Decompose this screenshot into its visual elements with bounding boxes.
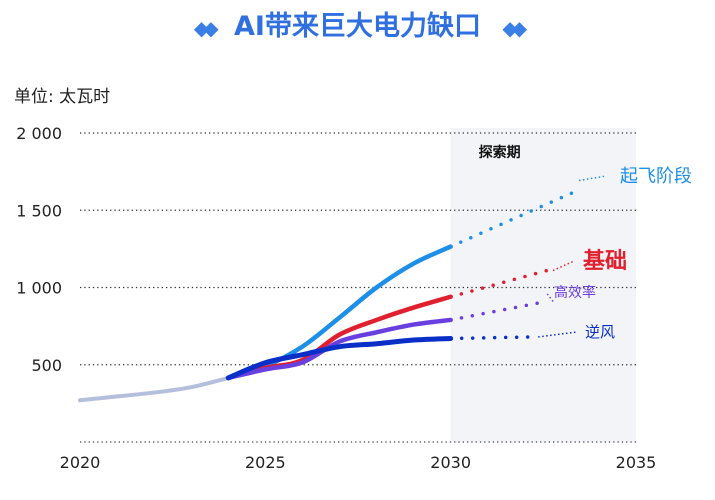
y-tick-label: 1 000: [16, 279, 62, 298]
series-line-逆风: [225, 335, 454, 381]
series-line-高效率: [226, 317, 453, 381]
projection-line-起飞阶段: [448, 190, 575, 249]
x-tick-label: 2035: [616, 453, 657, 472]
shaded-region-label: 探索期: [479, 144, 521, 161]
chart-title: AI带来巨大电力缺口: [234, 11, 481, 42]
series-label: 逆风: [585, 323, 615, 341]
series-line-起飞阶段: [226, 244, 453, 381]
y-tick-label: 1 500: [16, 201, 62, 220]
x-tick-label: 2020: [60, 453, 101, 472]
series-label: 起飞阶段: [620, 166, 692, 187]
y-tick-label: 500: [31, 356, 62, 375]
chart-title-row: ◆◆ AI带来巨大电力缺口 ◆◆: [0, 4, 715, 43]
x-tick-label: 2030: [430, 453, 471, 472]
shaded-region: [450, 128, 636, 442]
unit-label: 单位: 太瓦时: [14, 87, 111, 107]
series-label: 基础: [583, 249, 627, 274]
history-line: [78, 375, 231, 403]
series-label: 高效率: [554, 284, 596, 301]
y-tick-label: 2 000: [16, 124, 62, 143]
leader-line: [578, 175, 607, 182]
leader-line: [552, 259, 576, 272]
leader-line: [538, 331, 578, 338]
x-tick-label: 2025: [245, 453, 286, 472]
